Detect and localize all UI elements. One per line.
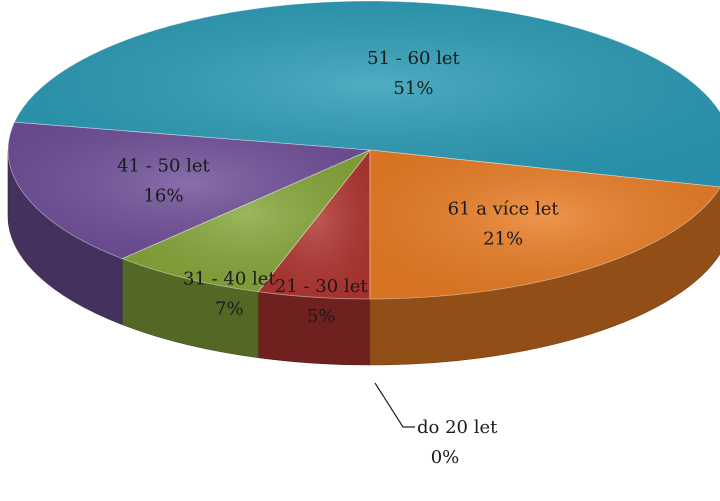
pie-slice-shade-1 bbox=[258, 150, 370, 299]
slice-percent-3: 16% bbox=[143, 186, 183, 207]
pie-slice-shade-3 bbox=[7, 122, 370, 259]
slice-percent-2: 7% bbox=[215, 298, 244, 319]
slice-percent-4: 51% bbox=[393, 78, 433, 99]
slice-label-3: 41 - 50 let bbox=[117, 156, 210, 177]
slice-label-5: 61 a více let bbox=[448, 199, 560, 220]
slice-label-1: 21 - 30 let bbox=[275, 276, 368, 297]
slice-label-4: 51 - 60 let bbox=[367, 48, 460, 69]
slice-label-0: do 20 let bbox=[417, 417, 498, 438]
slice-label-2: 31 - 40 let bbox=[183, 268, 276, 289]
pie-side-1 bbox=[257, 291, 371, 366]
pie-tops bbox=[7, 0, 720, 300]
pie-labels: do 20 let 0% 21 - 30 let 5% 31 - 40 let 7% 41 … bbox=[117, 48, 559, 468]
pie-slice-shade-4 bbox=[14, 1, 720, 187]
slice-percent-5: 21% bbox=[483, 229, 523, 250]
slice-percent-0: 0% bbox=[431, 447, 460, 468]
slice-percent-1: 5% bbox=[307, 306, 336, 327]
pie-slice-shade-2 bbox=[122, 150, 371, 292]
leader-line-0 bbox=[374, 382, 415, 428]
pie-sides bbox=[7, 149, 720, 366]
pie-slice-shade-5 bbox=[370, 150, 720, 299]
